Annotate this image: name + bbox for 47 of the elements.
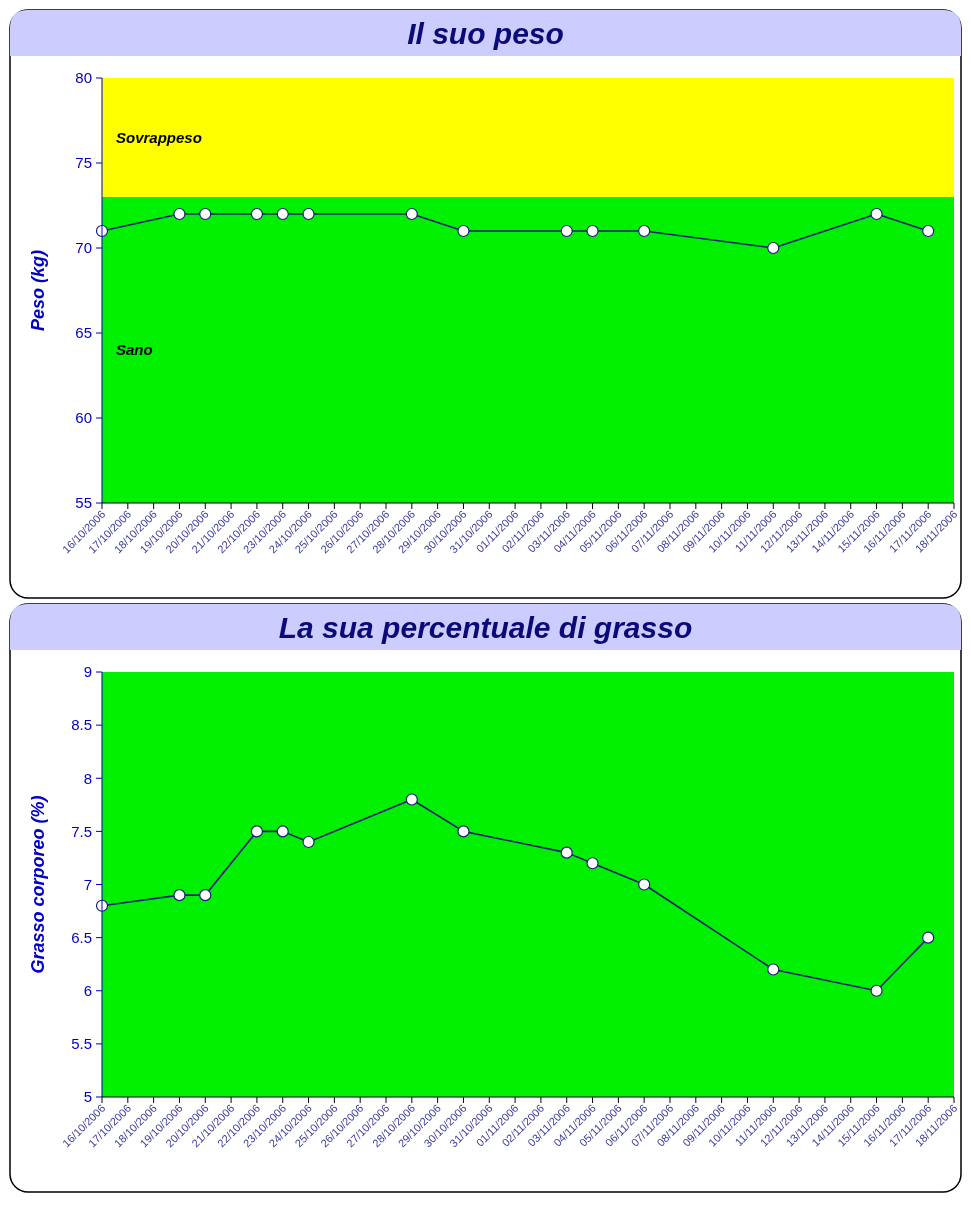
point [250,207,264,221]
point [250,825,264,838]
point [922,931,935,944]
y-tick-label: 75 [75,154,92,172]
point [638,878,651,891]
point [302,835,315,849]
point [638,224,651,238]
band-label: Sano [116,341,153,359]
y-tick-label: 55 [75,494,92,512]
point [586,224,599,238]
point [405,793,418,806]
chart-title: La sua percentuale di grasso [278,611,693,644]
y-tick-label: 6.5 [71,928,92,946]
point [405,207,418,221]
y-tick-label: 6 [83,982,92,999]
point [276,207,289,221]
y-tick-label: 65 [75,324,92,342]
y-tick-label: 7 [83,875,92,893]
point [173,889,186,902]
point [922,224,935,238]
y-axis-title: Peso (kg) [28,249,48,332]
band-label: Sovrappeso [116,128,202,146]
point [586,857,599,870]
point [870,984,883,997]
point [767,963,780,976]
y-tick-label: 5 [83,1088,92,1106]
point [870,207,883,221]
point [199,889,212,902]
y-axis-title: Grasso corporeo (%) [28,795,48,974]
y-tick-label: 70 [75,239,92,257]
point [767,241,780,255]
point [560,846,573,859]
chart-title: Il suo peso [407,17,564,50]
point [560,224,573,238]
y-tick-label: 80 [75,69,92,87]
point [457,224,470,238]
point [173,207,186,221]
point [457,825,470,838]
point [199,207,212,221]
point [302,207,315,221]
y-tick-label: 7.5 [71,822,92,840]
y-tick-label: 9 [83,663,92,681]
y-tick-label: 5.5 [71,1035,92,1053]
y-tick-label: 8.5 [71,716,92,734]
y-tick-label: 8 [83,769,92,787]
y-tick-label: 60 [75,409,92,427]
point [276,825,289,838]
